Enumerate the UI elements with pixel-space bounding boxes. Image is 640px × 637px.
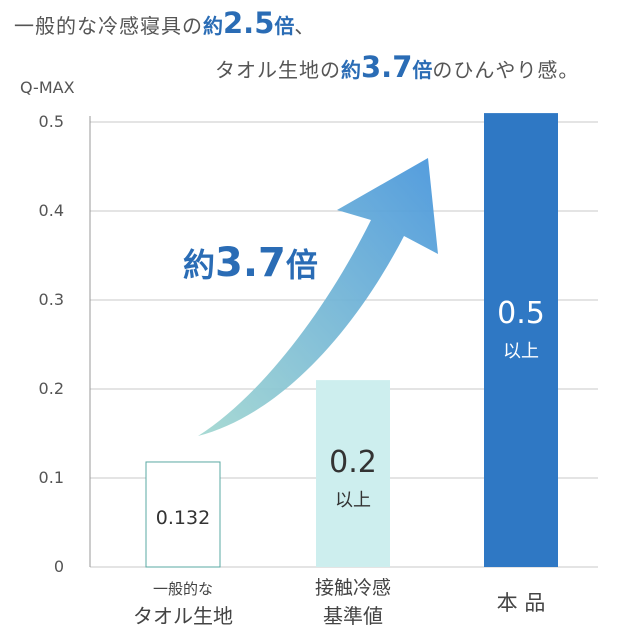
bar-value-labels: 0.132 0.2 以上 0.5 以上: [156, 296, 545, 529]
headline-line2: タオル生地の約3.7倍のひんやり感。: [215, 50, 579, 84]
category-label-line2: 基準値: [323, 604, 383, 628]
growth-callout: 約3.7倍: [183, 240, 318, 286]
category-label: 本 品: [497, 591, 546, 615]
bar-layer: [145, 113, 558, 568]
headline-line1-suffix: 、: [294, 14, 316, 38]
callout-em-pre: 約: [183, 246, 215, 284]
y-tick-label: 0.1: [39, 468, 64, 487]
headline-line1-em-pre: 約: [203, 14, 223, 38]
bar: [484, 113, 558, 567]
bar-sub-label: 以上: [503, 341, 539, 362]
callout-em-post: 倍: [286, 246, 318, 284]
category-label-line1: 一般的な: [153, 580, 213, 598]
headline-line1-em-num: 2.5: [223, 6, 275, 40]
category-label-line1: 接触冷感: [315, 577, 391, 599]
category-label-line2: タオル生地: [133, 604, 233, 628]
y-tick-labels: 0 0.1 0.2 0.3 0.4 0.5: [39, 112, 64, 576]
bar-value-label: 0.2: [329, 445, 377, 480]
bar: [145, 461, 221, 568]
y-tick-label: 0.2: [39, 379, 64, 398]
headline-line2-suffix: のひんやり感。: [432, 58, 580, 82]
bar-value-label: 0.132: [156, 507, 210, 529]
y-tick-label: 0.4: [39, 201, 64, 220]
y-tick-label: 0: [54, 557, 64, 576]
bar: [316, 380, 390, 567]
headline-line2-em-num: 3.7: [361, 50, 413, 84]
headline-line2-text: タオル生地の: [215, 58, 341, 82]
callout-em-num: 3.7: [215, 240, 286, 286]
headline-line1: 一般的な冷感寝具の約2.5倍、: [14, 6, 315, 40]
headline-line1-text: 一般的な冷感寝具の: [14, 14, 203, 38]
y-tick-label: 0.5: [39, 112, 64, 131]
headline-line2-em-post: 倍: [412, 58, 433, 82]
y-axis-label: Q-MAX: [20, 78, 75, 97]
headline-line2-em-pre: 約: [341, 58, 361, 82]
y-tick-label: 0.3: [39, 290, 64, 309]
bar-value-label: 0.5: [497, 296, 545, 331]
headline-line1-em-post: 倍: [274, 14, 295, 38]
bar-sub-label: 以上: [335, 490, 371, 511]
growth-arrow: [198, 158, 438, 436]
